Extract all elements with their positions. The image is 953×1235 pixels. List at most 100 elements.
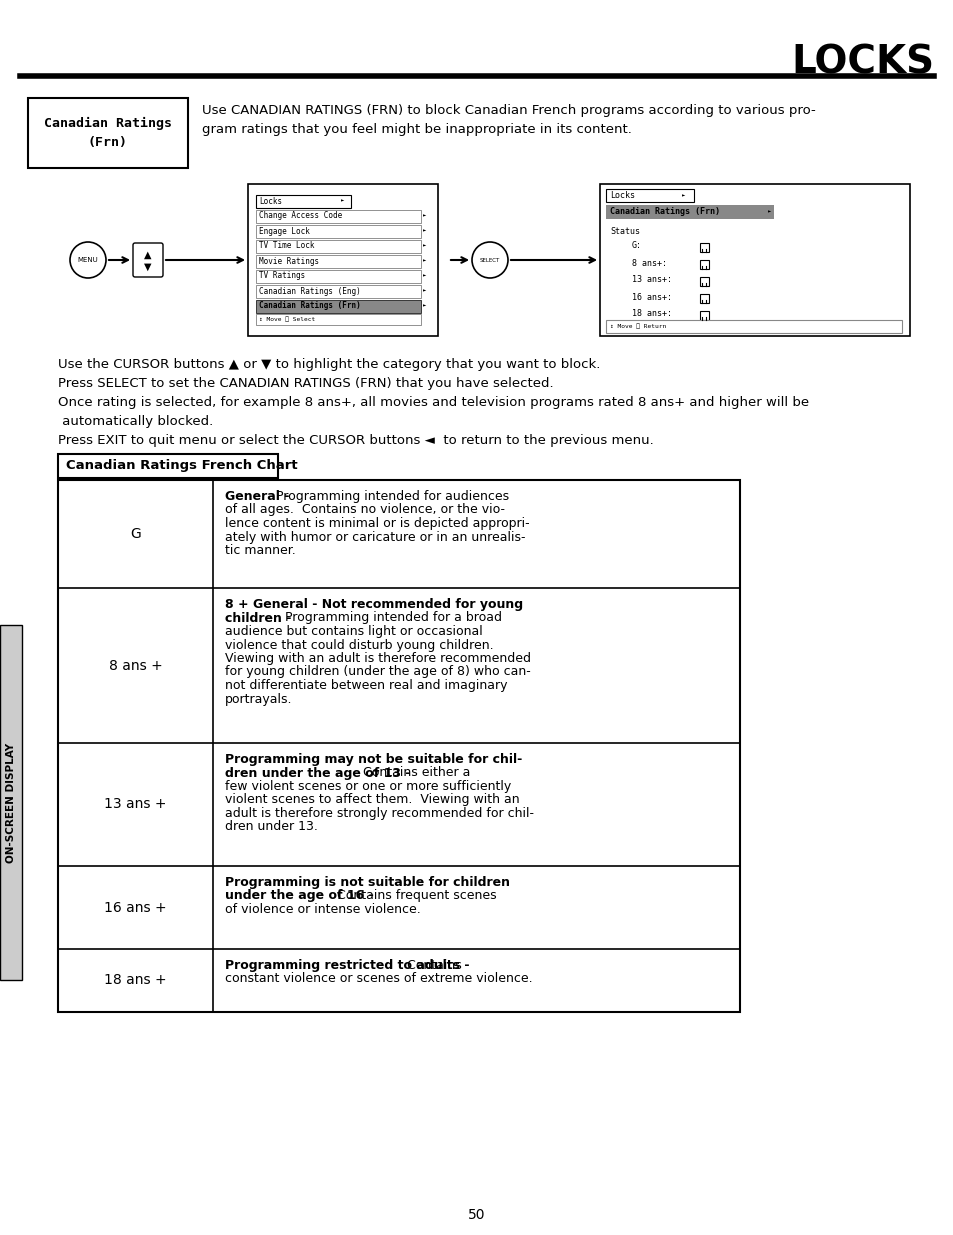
FancyBboxPatch shape: [255, 195, 351, 207]
Text: Use the CURSOR buttons ▲ or ▼ to highlight the category that you want to block.: Use the CURSOR buttons ▲ or ▼ to highlig…: [58, 358, 599, 370]
Text: Contains either a: Contains either a: [362, 767, 470, 779]
FancyBboxPatch shape: [255, 210, 420, 224]
Text: Programming intended for audiences: Programming intended for audiences: [275, 490, 509, 503]
Text: 13 ans +: 13 ans +: [104, 798, 167, 811]
Circle shape: [472, 242, 507, 278]
FancyBboxPatch shape: [255, 300, 420, 312]
Text: G: G: [130, 527, 141, 541]
Text: for young children (under the age of 8) who can-: for young children (under the age of 8) …: [225, 666, 530, 678]
Text: of violence or intense violence.: of violence or intense violence.: [225, 903, 420, 916]
Text: G:: G:: [631, 242, 641, 251]
Text: automatically blocked.: automatically blocked.: [58, 415, 213, 429]
FancyBboxPatch shape: [700, 311, 708, 320]
Text: Press SELECT to set the CANADIAN RATINGS (FRN) that you have selected.: Press SELECT to set the CANADIAN RATINGS…: [58, 377, 553, 390]
Text: Programming may not be suitable for chil-: Programming may not be suitable for chil…: [225, 753, 521, 766]
FancyBboxPatch shape: [132, 243, 163, 277]
FancyBboxPatch shape: [700, 243, 708, 252]
Text: dren under 13.: dren under 13.: [225, 820, 317, 834]
Text: Engage Lock: Engage Lock: [258, 226, 310, 236]
Text: Once rating is selected, for example 8 ans+, all movies and television programs : Once rating is selected, for example 8 a…: [58, 396, 808, 409]
FancyBboxPatch shape: [255, 314, 420, 325]
FancyBboxPatch shape: [255, 285, 420, 298]
FancyBboxPatch shape: [58, 480, 740, 1011]
Text: Use CANADIAN RATINGS (FRN) to block Canadian French programs according to variou: Use CANADIAN RATINGS (FRN) to block Cana…: [202, 104, 815, 136]
Text: audience but contains light or occasional: audience but contains light or occasiona…: [225, 625, 482, 638]
Text: 18 ans +: 18 ans +: [104, 973, 167, 988]
Text: 8 + General - Not recommended for young: 8 + General - Not recommended for young: [225, 598, 522, 611]
Text: ON-SCREEN DISPLAY: ON-SCREEN DISPLAY: [6, 742, 16, 862]
Text: Status: Status: [609, 227, 639, 236]
Text: not differentiate between real and imaginary: not differentiate between real and imagi…: [225, 679, 507, 692]
FancyBboxPatch shape: [700, 294, 708, 303]
Text: Canadian Ratings (Frn): Canadian Ratings (Frn): [609, 207, 720, 216]
FancyBboxPatch shape: [255, 254, 420, 268]
FancyBboxPatch shape: [255, 240, 420, 253]
Text: children -: children -: [225, 611, 295, 625]
Text: violence that could disturb young children.: violence that could disturb young childr…: [225, 638, 493, 652]
Text: ►: ►: [422, 289, 426, 294]
Text: ►: ►: [422, 243, 426, 248]
Circle shape: [70, 242, 106, 278]
Text: ►: ►: [422, 228, 426, 233]
Text: tic manner.: tic manner.: [225, 543, 295, 557]
FancyBboxPatch shape: [605, 205, 773, 219]
FancyBboxPatch shape: [605, 189, 693, 203]
Text: 13 ans+:: 13 ans+:: [631, 275, 671, 284]
Text: Contains frequent scenes: Contains frequent scenes: [336, 889, 497, 903]
Text: Contains: Contains: [403, 960, 462, 972]
Text: 18 ans+:: 18 ans+:: [631, 310, 671, 319]
Text: portrayals.: portrayals.: [225, 693, 293, 705]
Text: 16 ans+:: 16 ans+:: [631, 293, 671, 301]
Text: Programming intended for a broad: Programming intended for a broad: [281, 611, 501, 625]
Text: Locks: Locks: [258, 196, 282, 205]
Text: SELECT: SELECT: [479, 258, 499, 263]
Text: ↕ Move Ⓜ Select: ↕ Move Ⓜ Select: [258, 316, 314, 322]
Text: few violent scenes or one or more sufficiently: few violent scenes or one or more suffic…: [225, 781, 511, 793]
Text: dren under the age of 13 -: dren under the age of 13 -: [225, 767, 415, 779]
Text: Canadian Ratings
(Frn): Canadian Ratings (Frn): [44, 117, 172, 149]
Text: 16 ans +: 16 ans +: [104, 900, 167, 914]
Text: 8 ans +: 8 ans +: [109, 658, 162, 673]
FancyBboxPatch shape: [700, 261, 708, 269]
Text: violent scenes to affect them.  Viewing with an: violent scenes to affect them. Viewing w…: [225, 794, 519, 806]
Text: 50: 50: [468, 1208, 485, 1221]
FancyBboxPatch shape: [599, 184, 909, 336]
Text: Programming is not suitable for children: Programming is not suitable for children: [225, 876, 510, 889]
Text: ►: ►: [422, 273, 426, 279]
Text: Press EXIT to quit menu or select the CURSOR buttons ◄  to return to the previou: Press EXIT to quit menu or select the CU…: [58, 433, 653, 447]
FancyBboxPatch shape: [0, 625, 22, 981]
Text: MENU: MENU: [77, 257, 98, 263]
Text: of all ages.  Contains no violence, or the vio-: of all ages. Contains no violence, or th…: [225, 504, 504, 516]
Text: Canadian Ratings French Chart: Canadian Ratings French Chart: [66, 459, 297, 473]
Text: General -: General -: [225, 490, 294, 503]
Text: Movie Ratings: Movie Ratings: [258, 257, 319, 266]
Text: ►: ►: [422, 258, 426, 263]
Text: Canadian Ratings (Frn): Canadian Ratings (Frn): [258, 301, 360, 310]
Text: Canadian Ratings (Eng): Canadian Ratings (Eng): [258, 287, 360, 295]
Text: ately with humor or caricature or in an unrealis-: ately with humor or caricature or in an …: [225, 531, 525, 543]
Text: ►: ►: [422, 304, 426, 309]
FancyBboxPatch shape: [248, 184, 437, 336]
Text: ►: ►: [422, 214, 426, 219]
Text: TV Time Lock: TV Time Lock: [258, 242, 314, 251]
FancyBboxPatch shape: [28, 98, 188, 168]
FancyBboxPatch shape: [255, 225, 420, 238]
Text: ▲: ▲: [144, 249, 152, 261]
Text: Programming restricted to adults -: Programming restricted to adults -: [225, 960, 474, 972]
Text: Change Access Code: Change Access Code: [258, 211, 342, 221]
FancyBboxPatch shape: [255, 270, 420, 283]
FancyBboxPatch shape: [58, 454, 277, 478]
Text: ►: ►: [681, 193, 684, 198]
FancyBboxPatch shape: [605, 320, 901, 333]
Text: Locks: Locks: [609, 191, 635, 200]
Text: ▼: ▼: [144, 262, 152, 272]
Text: LOCKS: LOCKS: [791, 43, 934, 82]
Text: 8 ans+:: 8 ans+:: [631, 258, 666, 268]
Text: ►: ►: [340, 199, 344, 204]
Text: TV Ratings: TV Ratings: [258, 272, 305, 280]
Text: ↕ Move Ⓜ Return: ↕ Move Ⓜ Return: [609, 324, 665, 329]
Text: under the age of 16 -: under the age of 16 -: [225, 889, 377, 903]
Text: adult is therefore strongly recommended for chil-: adult is therefore strongly recommended …: [225, 806, 534, 820]
FancyBboxPatch shape: [700, 277, 708, 287]
Text: lence content is minimal or is depicted appropri-: lence content is minimal or is depicted …: [225, 517, 529, 530]
